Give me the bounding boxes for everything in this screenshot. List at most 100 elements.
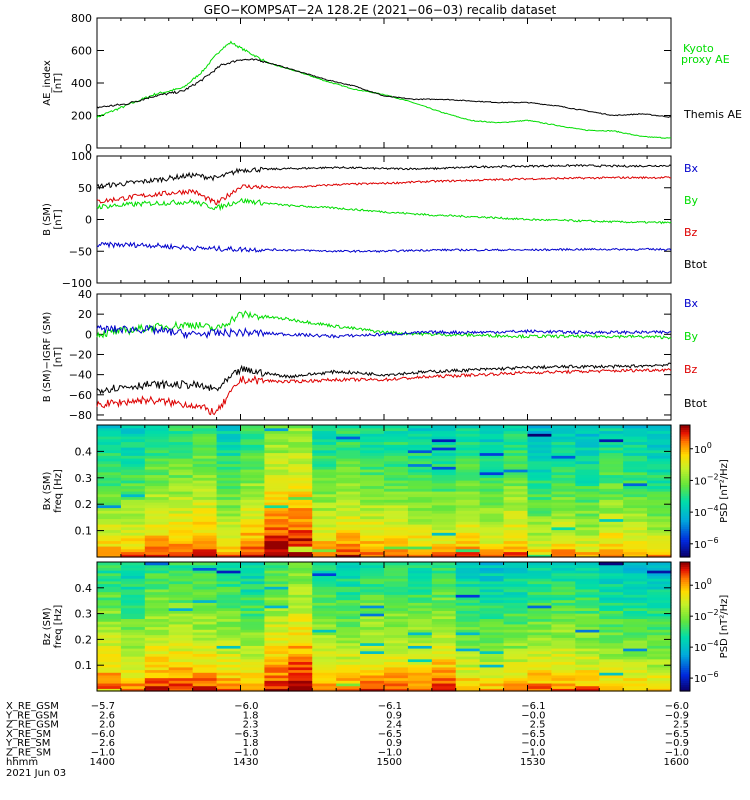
spectrogram-cell — [216, 526, 242, 531]
spectrogram-cell — [384, 669, 409, 673]
spectrogram-cell — [623, 588, 648, 593]
spectrogram-cell — [144, 682, 170, 687]
spectrogram-cell — [599, 474, 624, 478]
spectrogram-cell — [503, 430, 529, 434]
colorbar-cell — [680, 447, 690, 450]
spectrogram-cell — [623, 618, 648, 622]
spectrogram-cell — [575, 444, 600, 448]
spectrogram-cell — [216, 504, 242, 509]
spectrogram-cell — [336, 499, 361, 503]
spectrogram-cell — [527, 427, 553, 432]
spectrogram-cell — [384, 607, 409, 611]
spectrogram-cell — [551, 666, 576, 671]
spectrogram-cell — [623, 499, 648, 503]
spectrogram-cell — [503, 639, 529, 644]
spectrogram-cell — [192, 463, 218, 467]
spectrogram-cell — [407, 602, 433, 606]
spectrogram-cell — [120, 645, 146, 649]
spectrogram-cell — [312, 499, 337, 503]
spectrogram-cell — [527, 570, 553, 574]
spectrogram-cell — [312, 554, 337, 558]
spectrogram-cell — [407, 535, 433, 539]
spectrogram-cell — [360, 488, 385, 492]
spectrogram-cell — [527, 645, 553, 649]
spectrogram-cell — [407, 599, 433, 603]
spectrogram-cell — [360, 485, 385, 489]
spectrogram-cell — [503, 664, 529, 668]
spectrogram-cell — [575, 526, 600, 531]
spectrogram-cell — [407, 491, 433, 495]
spectrogram-cell — [455, 532, 481, 536]
spectrogram-cell — [168, 458, 194, 462]
spectrogram-cell — [168, 645, 194, 649]
spectrogram-cell — [168, 515, 194, 520]
spectrogram-cell — [120, 441, 146, 445]
spectrogram-cell — [144, 588, 170, 593]
colorbar-cell — [680, 433, 690, 437]
spectrogram-cell — [623, 621, 648, 625]
spectrogram-cell — [336, 460, 361, 465]
spectrogram-cell — [144, 621, 170, 625]
spectrogram-cell — [120, 661, 146, 665]
spectrogram-cell — [216, 594, 242, 598]
spectrogram-cell — [647, 653, 672, 657]
spectrogram-cell — [384, 575, 409, 579]
spectrogram-cell — [503, 607, 529, 611]
spectrogram-cell — [192, 526, 218, 531]
spectrogram-cell — [216, 645, 242, 649]
spectrogram-cell — [216, 567, 242, 571]
spectrogram-cell — [288, 502, 313, 506]
spectrogram-cell — [623, 610, 648, 614]
spectrogram-cell — [288, 615, 313, 620]
spectrogram-cell — [144, 551, 170, 555]
spectrogram-cell — [360, 535, 385, 539]
spectrogram-cell — [216, 648, 242, 652]
spectrogram-cell — [551, 507, 576, 511]
spectrogram-cell — [623, 594, 648, 598]
spectrogram-cell — [575, 524, 600, 528]
spectrogram-cell — [240, 452, 266, 456]
spectrogram-cell — [216, 658, 242, 663]
ephemeris-value: 1530 — [520, 757, 545, 768]
spectrogram-cell — [288, 562, 313, 566]
spectrogram-cell — [336, 529, 361, 533]
spectrogram-cell — [384, 591, 409, 595]
spectrogram-cell — [647, 458, 672, 462]
spectrogram-cell — [264, 430, 289, 434]
spectrogram-cell — [647, 551, 672, 555]
spectrogram-cell — [479, 444, 505, 448]
spectrogram-cell — [479, 562, 505, 566]
spectrogram-cell — [575, 551, 600, 555]
spectrogram-cell — [407, 430, 433, 434]
spectrogram-cell — [288, 466, 313, 470]
spectrogram-cell — [384, 510, 409, 514]
spectrogram-cell — [240, 469, 266, 473]
spectrogram-cell — [575, 510, 600, 514]
spectrogram-cell — [431, 430, 457, 434]
ephemeris-row-label: Y_RE_GSM — [5, 710, 58, 721]
spectrogram-cell — [144, 507, 170, 511]
spectrogram-cell — [312, 631, 337, 636]
spectrogram-cell — [503, 444, 529, 448]
spectrogram-cell — [288, 607, 313, 611]
spectrogram-cell — [192, 564, 218, 568]
spectrogram-cell — [479, 645, 505, 649]
spectrogram-cell — [407, 596, 433, 601]
spectrogram-cell — [168, 499, 194, 503]
ephemeris-value: 2.5 — [673, 720, 689, 731]
spectrogram-cell — [431, 466, 457, 470]
spectrogram-cell — [144, 629, 170, 633]
spectrogram-cell — [97, 513, 122, 517]
spectrogram-cell — [384, 471, 409, 476]
spectrogram-cell — [479, 613, 505, 617]
spectrogram-cell — [144, 648, 170, 652]
colorbar-cell — [680, 617, 690, 621]
spectrogram-cell — [407, 513, 433, 517]
spectrogram-cell — [479, 639, 505, 644]
colorbar-cell — [680, 442, 690, 446]
spectrogram-cell — [599, 425, 624, 429]
spectrogram-cell — [551, 524, 576, 528]
spectrogram-cell — [431, 658, 457, 663]
spectrogram-cell — [312, 458, 337, 462]
spectrogram-cell — [97, 537, 122, 542]
